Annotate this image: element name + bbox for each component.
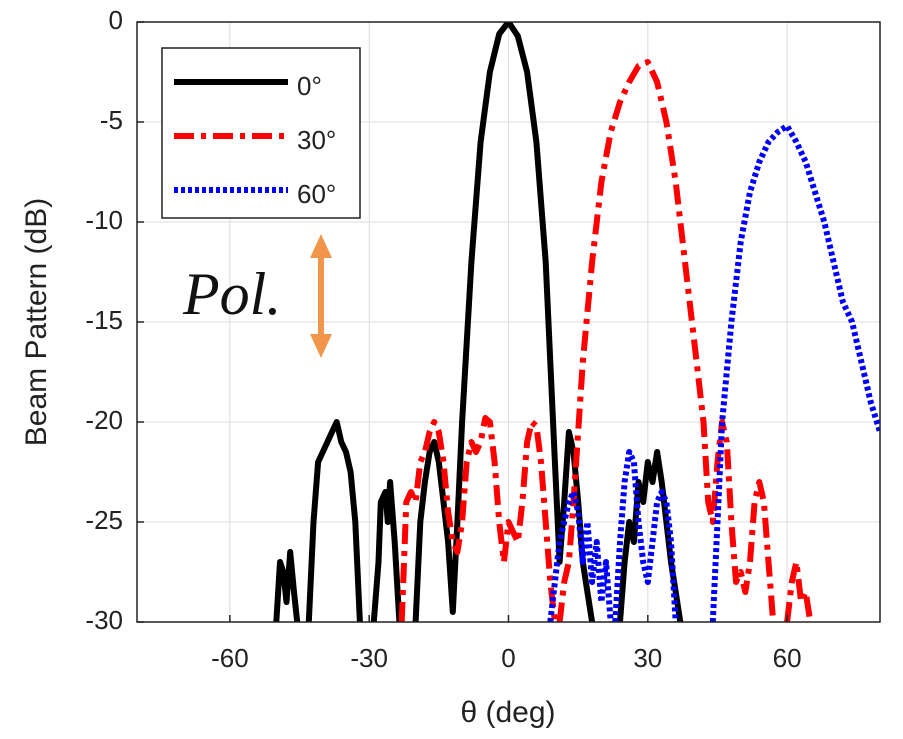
y-tick-label: -10 xyxy=(85,205,123,235)
y-tick-label: -20 xyxy=(85,405,123,435)
legend: 0° 30° 60° xyxy=(161,47,361,219)
ticks: -60 -30 0 30 60 0 -5 -10 -15 -20 -25 -30 xyxy=(85,5,801,673)
x-tick-label: 60 xyxy=(773,643,802,673)
y-tick-label: -25 xyxy=(85,505,123,535)
series-line xyxy=(398,59,814,622)
x-tick-label: -60 xyxy=(211,643,249,673)
legend-label: 30° xyxy=(297,125,336,155)
x-tick-label: 30 xyxy=(633,643,662,673)
y-tick-label: -15 xyxy=(85,305,123,335)
y-axis-label: Beam Pattern (dB) xyxy=(20,198,53,446)
series-line xyxy=(547,123,880,622)
arrow-head xyxy=(310,334,332,358)
annotation: Pol. xyxy=(182,261,281,327)
y-tick-label: -5 xyxy=(100,105,123,135)
y-tick-label: -30 xyxy=(85,605,123,635)
x-tick-label: -30 xyxy=(350,643,388,673)
arrow-head xyxy=(310,234,332,258)
series-line xyxy=(273,22,684,622)
x-tick-label: 0 xyxy=(501,643,515,673)
x-axis-label: θ (deg) xyxy=(460,696,555,729)
legend-label: 0° xyxy=(297,71,322,101)
polarization-arrow xyxy=(310,234,332,358)
legend-label: 60° xyxy=(297,179,336,209)
series-lines xyxy=(273,22,880,622)
y-tick-label: 0 xyxy=(109,5,123,35)
